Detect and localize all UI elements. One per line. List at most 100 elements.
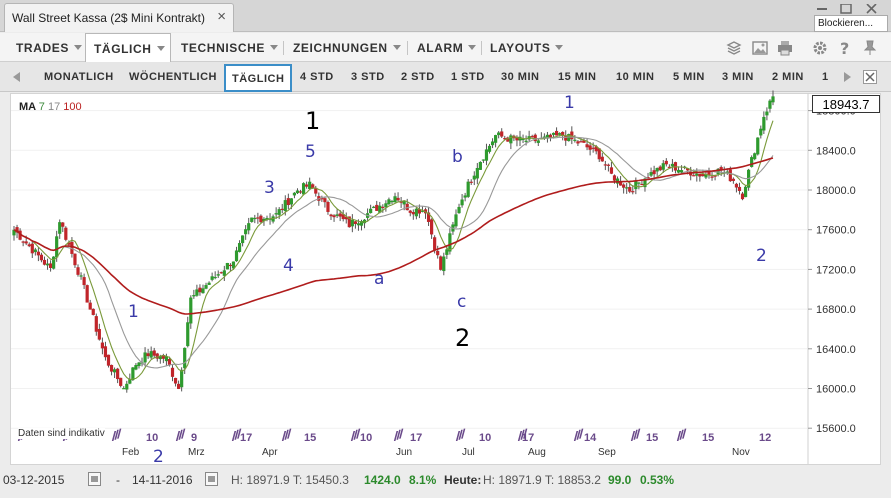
- image-icon[interactable]: [752, 40, 768, 56]
- event-bar: [576, 429, 581, 440]
- tf-2h[interactable]: 2 STD: [401, 71, 435, 83]
- calendar-icon[interactable]: [88, 472, 101, 486]
- event-bar: [458, 429, 463, 440]
- event-bar: [356, 428, 361, 439]
- event-bar: [234, 429, 239, 440]
- help-icon[interactable]: ?: [837, 40, 853, 56]
- window-tab[interactable]: Wall Street Kassa (2$ Mini Kontrakt) ×: [4, 3, 234, 32]
- candle-body: [472, 175, 476, 180]
- candle-body: [292, 192, 297, 196]
- event-bar: [350, 431, 356, 441]
- pin-icon[interactable]: [862, 40, 878, 56]
- candle-body: [15, 227, 19, 233]
- candle-body: [128, 379, 132, 384]
- candle-body: [686, 168, 690, 171]
- candle-body: [667, 166, 671, 168]
- menu-drawings[interactable]: ZEICHNUNGEN: [285, 33, 401, 62]
- candle-body: [109, 364, 114, 372]
- candle-body: [713, 175, 717, 177]
- layers-icon[interactable]: [726, 40, 742, 56]
- candle-body: [350, 219, 354, 227]
- candle-body: [21, 241, 25, 243]
- tf-15m[interactable]: 15 MIN: [558, 71, 597, 83]
- candle-body: [48, 263, 53, 268]
- candle-body: [228, 264, 233, 267]
- tab-close-icon[interactable]: ×: [217, 8, 226, 25]
- tf-weekly[interactable]: WÖCHENTLICH: [129, 71, 217, 83]
- close-timeframes-icon[interactable]: [863, 70, 877, 84]
- candle-body: [469, 181, 473, 183]
- menu-daily[interactable]: TÄGLICH: [85, 33, 171, 63]
- candle-body: [570, 131, 574, 140]
- candle-body: [551, 132, 556, 135]
- candle-body: [222, 270, 226, 276]
- tf-1h[interactable]: 1 STD: [451, 71, 485, 83]
- candle-body: [664, 160, 668, 165]
- candle-body: [756, 137, 760, 155]
- ma-legend[interactable]: MA 7 17 100: [19, 101, 82, 113]
- event-bar: [517, 431, 523, 441]
- price-tick-label: 16000.0: [816, 384, 856, 396]
- candle-body: [201, 288, 205, 294]
- menu-trades[interactable]: TRADES: [8, 33, 82, 62]
- scroll-left-icon[interactable]: [13, 72, 21, 82]
- to-date[interactable]: 14-11-2016: [132, 473, 193, 487]
- tf-2m[interactable]: 2 MIN: [772, 71, 804, 83]
- ma-label: MA: [19, 101, 36, 113]
- block-button[interactable]: Blockieren...: [814, 15, 888, 32]
- candle-body: [347, 216, 351, 228]
- window-controls[interactable]: [811, 4, 885, 14]
- candle-body: [344, 216, 348, 220]
- event-bar: [579, 428, 584, 439]
- candle-body: [445, 249, 449, 255]
- menu-alarm[interactable]: ALARM: [409, 33, 477, 62]
- event-bar: [520, 429, 525, 440]
- tf-3h[interactable]: 3 STD: [351, 71, 385, 83]
- event-bar: [630, 431, 636, 441]
- tf-1m[interactable]: 1: [822, 71, 829, 83]
- close-window-icon: [866, 4, 877, 14]
- wave-label-1-recent: 1: [564, 93, 575, 113]
- candle-body: [603, 164, 607, 166]
- scroll-right-icon[interactable]: [844, 72, 852, 82]
- menu-technical[interactable]: TECHNISCHE: [173, 33, 279, 62]
- tf-5m[interactable]: 5 MIN: [673, 71, 705, 83]
- from-date[interactable]: 03-12-2015: [3, 473, 65, 487]
- candle-body: [256, 217, 260, 219]
- candle-body: [286, 198, 290, 206]
- print-icon[interactable]: [777, 40, 793, 56]
- candle-body: [298, 191, 303, 193]
- menu-layouts[interactable]: LAYOUTS: [482, 33, 564, 62]
- candle-body: [24, 241, 28, 244]
- candle-body: [146, 353, 150, 357]
- tf-monthly[interactable]: MONATLICH: [44, 71, 114, 83]
- candle-body: [554, 130, 559, 136]
- candle-body: [33, 249, 37, 253]
- price-chart-area[interactable]: [10, 93, 881, 465]
- candle-body: [500, 131, 504, 137]
- menu-separator: [407, 41, 408, 55]
- candle-body: [475, 167, 479, 179]
- tf-10m[interactable]: 10 MIN: [616, 71, 655, 83]
- candle-body: [545, 134, 550, 139]
- month-label: Aug: [528, 447, 546, 458]
- gear-icon[interactable]: [812, 40, 828, 56]
- event-marker-icon: [455, 428, 466, 441]
- candle-body: [369, 208, 373, 214]
- candle-body: [177, 383, 181, 389]
- tf-3m[interactable]: 3 MIN: [722, 71, 754, 83]
- tf-30m[interactable]: 30 MIN: [501, 71, 540, 83]
- candle-body: [594, 146, 598, 152]
- price-tick-label: 18400.0: [816, 145, 856, 157]
- month-label: Mrz: [188, 447, 205, 458]
- tf-4h[interactable]: 4 STD: [300, 71, 334, 83]
- candle-body: [487, 145, 492, 152]
- indicative-data-note: Daten sind indikativ: [18, 428, 105, 439]
- menu-label: TÄGLICH: [94, 42, 152, 56]
- wave-label-a: a: [374, 269, 385, 289]
- candle-body: [329, 214, 333, 217]
- tf-daily[interactable]: TÄGLICH: [224, 64, 293, 92]
- price-axis: 15600.0 16000.0 16400.0 16800.0 17200.0 17600…: [807, 93, 856, 464]
- calendar-icon[interactable]: [205, 472, 218, 486]
